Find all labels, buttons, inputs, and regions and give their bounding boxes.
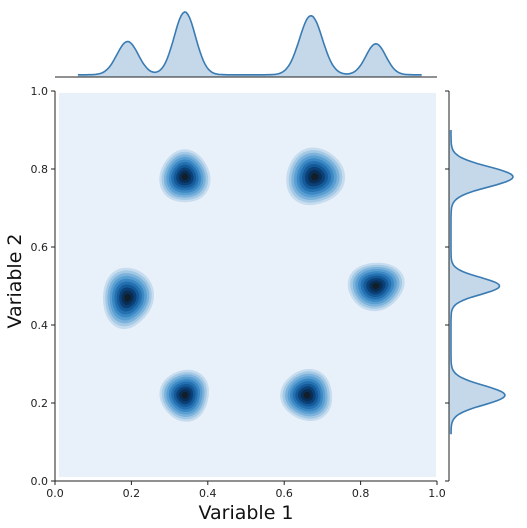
x-tick-label: 0.4 <box>199 487 217 500</box>
marginal-x-plot <box>55 11 437 78</box>
y-tick-label: 0.8 <box>31 163 49 176</box>
marginal-y-plot <box>448 91 514 481</box>
marginal-x-density-line <box>77 11 422 76</box>
kde-cluster-4 <box>347 262 405 312</box>
kde-cluster-1 <box>159 149 211 203</box>
x-tick-label: 0.8 <box>352 487 370 500</box>
kde-cluster-5 <box>159 369 209 422</box>
x-axis-title: Variable 1 <box>198 502 293 524</box>
y-axis-ticks: 0.0 0.2 0.4 0.6 0.8 1.0 <box>31 85 55 488</box>
kde-cluster-2 <box>286 147 346 206</box>
kde-level-10 <box>372 283 380 290</box>
x-tick-label: 1.0 <box>428 487 446 500</box>
kde-cluster-6 <box>280 369 333 422</box>
y-tick-label: 0.2 <box>31 397 49 410</box>
marginal-x-density-fill <box>77 12 422 77</box>
marginal-y-density-line <box>450 130 514 435</box>
y-tick-label: 0.4 <box>31 319 49 332</box>
kde-level-10 <box>124 293 131 302</box>
kde-cluster-3 <box>103 267 154 330</box>
kde-contours <box>103 147 405 422</box>
x-tick-label: 0.2 <box>123 487 141 500</box>
kde-level-10 <box>311 173 319 181</box>
main-axes <box>54 91 437 482</box>
y-tick-label: 0.6 <box>31 241 49 254</box>
marginal-y-density-fill <box>449 130 513 435</box>
kde-level-10 <box>303 391 311 399</box>
x-axis-ticks: 0.0 0.2 0.4 0.6 0.8 1.0 <box>46 481 446 500</box>
x-tick-label: 0.6 <box>275 487 293 500</box>
x-tick-label: 0.0 <box>46 487 64 500</box>
kde-level-10 <box>181 173 189 180</box>
marginal-y-ticks <box>445 90 450 482</box>
y-tick-label: 1.0 <box>31 85 49 98</box>
kde-level-10 <box>181 392 188 399</box>
main-plot: 0.0 0.2 0.4 0.6 0.8 1.0 0.0 0.2 0.4 0.6 0.8 1.0 <box>31 85 450 500</box>
y-axis-title: Variable 2 <box>4 233 26 328</box>
y-tick-label: 0.0 <box>31 475 49 488</box>
